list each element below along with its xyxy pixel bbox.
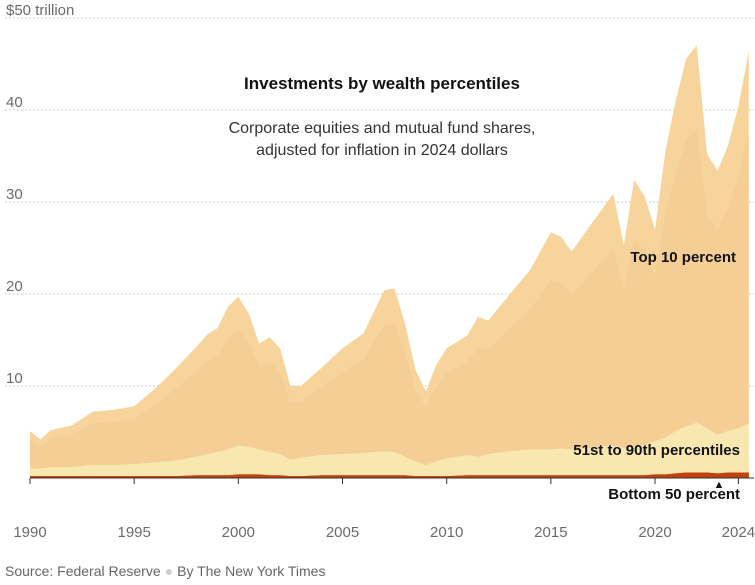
byline-text: By The New York Times	[177, 563, 326, 579]
y-tick-label-40: 40	[6, 94, 23, 111]
chart-subtitle-line-1: Corporate equities and mutual fund share…	[229, 120, 536, 137]
x-tick-labels: 1990 1995 2000 2005 2010 2015 2020 2024	[13, 478, 755, 541]
y-tick-label-10: 10	[6, 370, 23, 387]
y-tick-labels: $50 trillion 10 20 30 40	[6, 2, 74, 387]
x-tick-label-1995: 1995	[117, 524, 150, 541]
area-bottom-50-percent-overlay	[30, 472, 749, 478]
chart-title: Investments by wealth percentiles	[244, 74, 520, 93]
stacked-areas	[30, 45, 754, 479]
series-label-51-90: 51st to 90th percentiles	[573, 442, 740, 459]
series-label-bottom-50: Bottom 50 percent	[608, 486, 740, 503]
chart-subtitle-line-2: adjusted for inflation in 2024 dollars	[256, 142, 508, 159]
x-tick-label-1990: 1990	[13, 524, 46, 541]
marker-arrow-icon: ▲	[714, 479, 725, 491]
x-tick-label-2020: 2020	[638, 524, 671, 541]
x-tick-label-2015: 2015	[534, 524, 567, 541]
y-tick-label-top: $50 trillion	[6, 2, 74, 19]
separator-dot-icon: ●	[164, 563, 174, 579]
x-tick-label-2024: 2024	[722, 524, 755, 541]
y-tick-label-30: 30	[6, 186, 23, 203]
x-tick-label-2010: 2010	[430, 524, 463, 541]
area-51st-to-90th-percentiles-overlay	[30, 422, 749, 477]
source-text: Source: Federal Reserve	[5, 563, 161, 579]
y-tick-label-20: 20	[6, 278, 23, 295]
x-tick-label-2005: 2005	[326, 524, 359, 541]
x-tick-label-2000: 2000	[222, 524, 255, 541]
series-label-top-10: Top 10 percent	[630, 249, 736, 266]
area-top-1-percent-shade	[30, 128, 749, 469]
credit-line: Source: Federal Reserve ● By The New York …	[5, 563, 325, 579]
